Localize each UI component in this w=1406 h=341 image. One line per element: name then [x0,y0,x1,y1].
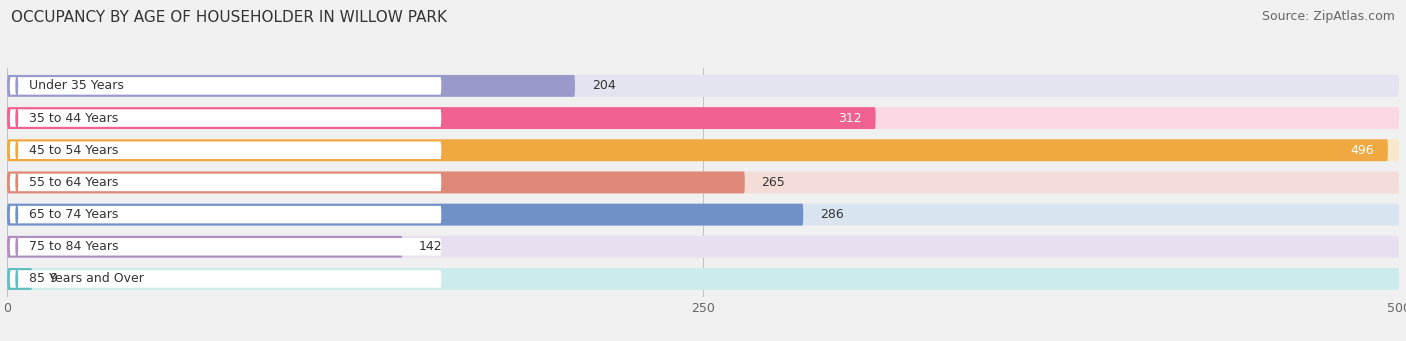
FancyBboxPatch shape [10,109,441,127]
Text: 142: 142 [419,240,443,253]
FancyBboxPatch shape [7,236,402,258]
Text: 55 to 64 Years: 55 to 64 Years [30,176,118,189]
Text: 35 to 44 Years: 35 to 44 Years [30,112,118,124]
FancyBboxPatch shape [7,139,1399,161]
FancyBboxPatch shape [10,206,441,223]
FancyBboxPatch shape [10,238,441,255]
Text: 312: 312 [838,112,862,124]
Text: 65 to 74 Years: 65 to 74 Years [30,208,118,221]
Text: 204: 204 [592,79,616,92]
FancyBboxPatch shape [7,236,1399,258]
Circle shape [15,270,17,288]
FancyBboxPatch shape [10,142,441,159]
FancyBboxPatch shape [7,268,1399,290]
FancyBboxPatch shape [7,107,1399,129]
FancyBboxPatch shape [10,77,441,95]
Text: 496: 496 [1350,144,1374,157]
Circle shape [15,206,17,223]
FancyBboxPatch shape [7,204,1399,225]
FancyBboxPatch shape [7,268,32,290]
FancyBboxPatch shape [7,172,745,193]
FancyBboxPatch shape [7,139,1388,161]
Circle shape [15,174,17,191]
Circle shape [15,142,17,159]
Text: 286: 286 [820,208,844,221]
Text: 45 to 54 Years: 45 to 54 Years [30,144,118,157]
FancyBboxPatch shape [7,75,1399,97]
Text: 85 Years and Over: 85 Years and Over [30,272,145,285]
Text: 9: 9 [49,272,56,285]
Circle shape [15,77,17,95]
Circle shape [15,109,17,127]
FancyBboxPatch shape [7,107,876,129]
Text: 75 to 84 Years: 75 to 84 Years [30,240,118,253]
FancyBboxPatch shape [10,270,441,288]
Text: Source: ZipAtlas.com: Source: ZipAtlas.com [1261,10,1395,23]
FancyBboxPatch shape [7,204,803,225]
FancyBboxPatch shape [7,172,1399,193]
Text: Under 35 Years: Under 35 Years [30,79,124,92]
FancyBboxPatch shape [10,174,441,191]
Text: OCCUPANCY BY AGE OF HOUSEHOLDER IN WILLOW PARK: OCCUPANCY BY AGE OF HOUSEHOLDER IN WILLO… [11,10,447,25]
FancyBboxPatch shape [7,75,575,97]
Text: 265: 265 [762,176,785,189]
Circle shape [15,238,17,255]
